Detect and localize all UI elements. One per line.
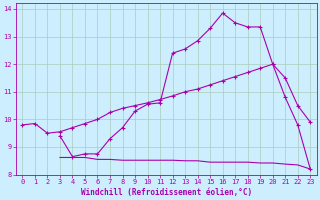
X-axis label: Windchill (Refroidissement éolien,°C): Windchill (Refroidissement éolien,°C) bbox=[81, 188, 252, 197]
